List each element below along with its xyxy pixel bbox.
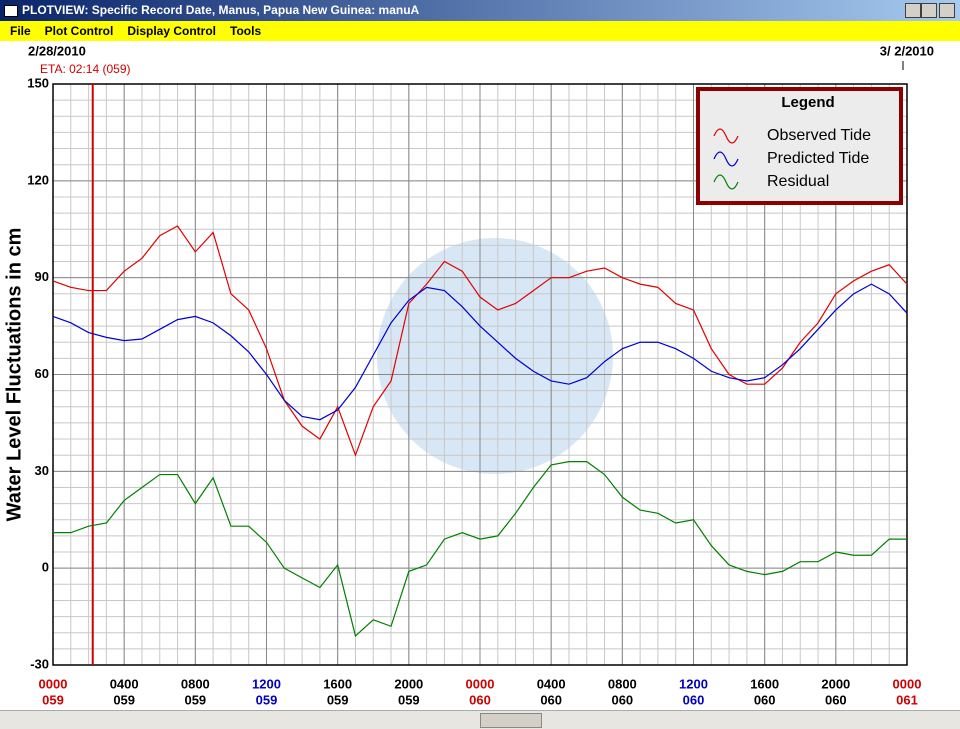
horizontal-scrollbar[interactable] <box>0 710 960 729</box>
menu-item[interactable]: Plot Control <box>44 24 114 38</box>
menu-item[interactable]: File <box>10 24 31 38</box>
series-line <box>53 461 907 638</box>
end-date: 3/ 2/2010 <box>880 43 934 58</box>
x-tick-label: 0800 <box>181 676 210 691</box>
plot-frame <box>52 83 908 666</box>
x-tick-day: 060 <box>611 692 633 707</box>
maximize-button[interactable] <box>921 3 937 18</box>
x-tick-day: 059 <box>398 692 420 707</box>
watermark <box>377 238 613 474</box>
x-tick-label: 0000 <box>466 676 495 691</box>
y-tick-label: 0 <box>42 560 49 575</box>
x-tick-label: 0800 <box>608 676 637 691</box>
y-tick-label: 120 <box>27 172 49 187</box>
x-tick-day: 059 <box>113 692 135 707</box>
legend-swatch <box>713 128 739 144</box>
x-tick-day: 059 <box>256 692 278 707</box>
legend-box <box>696 87 903 205</box>
legend: Legend Observed Tide Predicted Tide Residua… <box>696 87 903 205</box>
close-button[interactable] <box>939 3 955 18</box>
menu-item[interactable]: Display Control <box>127 24 217 38</box>
x-tick-day: 059 <box>184 692 206 707</box>
y-tick-label: 150 <box>27 75 49 90</box>
x-tick-label: 2000 <box>821 676 850 691</box>
chart: 1501209060300-30000005904000590800059120… <box>3 43 934 707</box>
title-bar: PLOTVIEW: Specific Record Date, Manus, P… <box>0 0 960 21</box>
x-tick-day: 059 <box>327 692 349 707</box>
menu-bar: File Plot Control Display Control Tools <box>0 21 960 41</box>
x-tick-day: 060 <box>469 692 491 707</box>
y-tick-label: 30 <box>35 463 49 478</box>
legend-label: Residual <box>767 173 829 190</box>
legend-label: Predicted Tide <box>767 150 869 167</box>
minimize-button[interactable] <box>905 3 921 18</box>
menu-item[interactable]: Tools <box>230 24 262 38</box>
x-tick-label: 1200 <box>252 676 281 691</box>
x-tick-day: 061 <box>896 692 918 707</box>
x-tick-label: 0000 <box>893 676 922 691</box>
x-tick-label: 1200 <box>679 676 708 691</box>
x-tick-day: 060 <box>683 692 705 707</box>
series-line <box>52 225 908 457</box>
x-tick-label: 0400 <box>537 676 566 691</box>
window-title: PLOTVIEW: Specific Record Date, Manus, P… <box>22 3 420 17</box>
series-line <box>52 283 908 421</box>
start-date: 2/28/2010 <box>28 43 86 58</box>
x-tick-day: 060 <box>825 692 847 707</box>
y-tick-label: 90 <box>35 269 49 284</box>
x-tick-day: 060 <box>754 692 776 707</box>
scroll-thumb[interactable] <box>480 713 542 728</box>
x-tick-day: 059 <box>42 692 64 707</box>
y-tick-label: 60 <box>35 366 49 381</box>
x-tick-label: 1600 <box>323 676 352 691</box>
eta-label: ETA: 02:14 (059) <box>40 62 131 76</box>
x-tick-label: 0000 <box>39 676 68 691</box>
legend-label: Observed Tide <box>767 127 871 144</box>
legend-swatch <box>713 174 739 190</box>
legend-title: Legend <box>781 94 834 111</box>
legend-swatch <box>713 151 739 167</box>
x-tick-label: 0400 <box>110 676 139 691</box>
app-icon <box>4 5 18 17</box>
x-tick-label: 1600 <box>750 676 779 691</box>
x-tick-day: 060 <box>540 692 562 707</box>
y-tick-label: -30 <box>30 656 49 671</box>
x-tick-label: 2000 <box>394 676 423 691</box>
y-axis-label: Water Level Fluctuations in cm <box>3 228 25 522</box>
